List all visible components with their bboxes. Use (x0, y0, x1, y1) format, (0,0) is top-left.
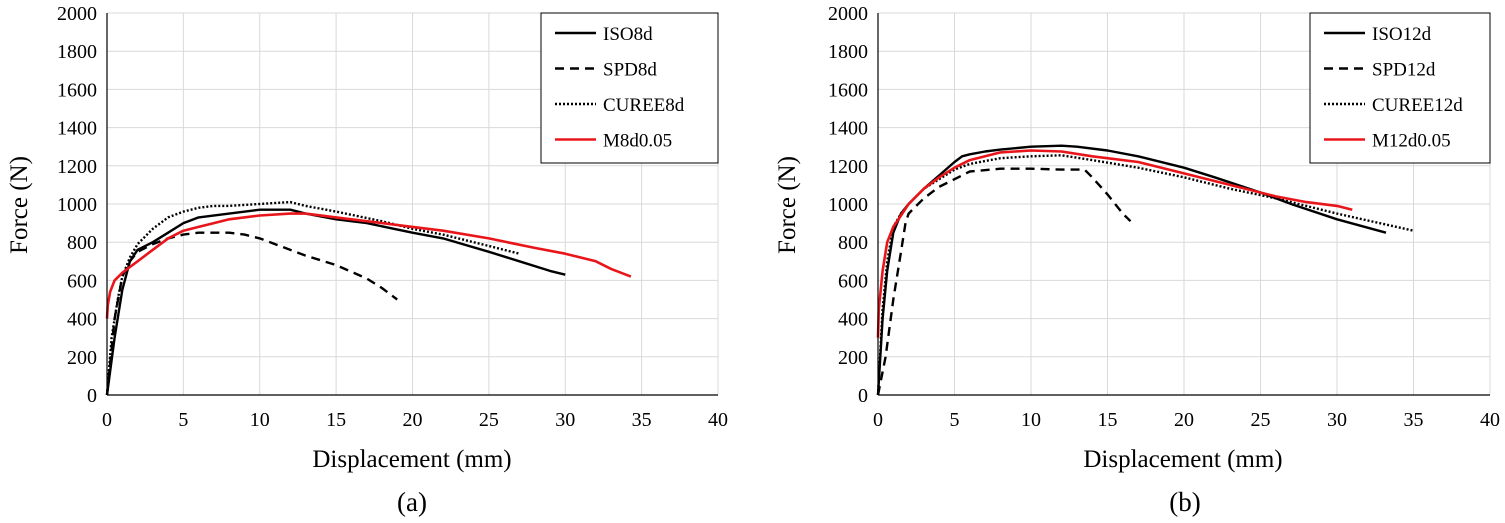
legend-label: SPD12d (1372, 60, 1436, 81)
legend-b: ISO12d SPD12d CUREE12d M12d0.05 (1309, 12, 1491, 164)
y-tick-label: 600 (67, 270, 97, 292)
panel-label-a: (a) (397, 487, 427, 517)
axes-a: 0 5 10 15 20 25 30 35 40020040060080010001200140… (57, 3, 728, 431)
y-tick-label: 1400 (828, 118, 868, 140)
series-line-M8d0.05 (105, 212, 632, 319)
y-tick-label: 1800 (828, 41, 868, 63)
y-axis-label-b: Force (N) (774, 156, 801, 254)
series-lines-a (105, 200, 632, 396)
legend-a: ISO8d SPD8d CUREE8d M8d0.05 (540, 12, 719, 164)
legend-label: ISO12d (1372, 24, 1432, 45)
x-tick-label: 40 (708, 409, 728, 431)
y-tick-label: 1200 (828, 156, 868, 178)
panel-label-b: (b) (1169, 487, 1200, 517)
x-tick-label: 35 (632, 409, 652, 431)
x-tick-label: 35 (1404, 409, 1424, 431)
y-tick-label: 0 (858, 385, 868, 407)
series-line-CUREE12d (876, 154, 1414, 396)
series-lines-b (876, 144, 1414, 396)
x-tick-label: 0 (102, 409, 112, 431)
y-tick-label: 2000 (57, 3, 97, 25)
y-tick-label: 0 (87, 385, 97, 407)
x-tick-label: 0 (873, 409, 883, 431)
x-tick-label: 25 (479, 409, 499, 431)
x-tick-label: 20 (403, 409, 423, 431)
legend-box (1309, 12, 1491, 164)
y-tick-label: 400 (67, 309, 97, 331)
x-tick-label: 15 (1098, 409, 1118, 431)
legend-label: SPD8d (603, 60, 657, 81)
x-tick-label: 40 (1480, 409, 1500, 431)
y-axis-label-a: Force (N) (6, 156, 33, 254)
y-tick-label: 1800 (57, 41, 97, 63)
legend-label: M8d0.05 (603, 131, 672, 152)
x-tick-label: 5 (950, 409, 960, 431)
series-line-SPD12d (876, 167, 1132, 396)
y-tick-label: 1400 (57, 118, 97, 140)
x-tick-label: 5 (178, 409, 188, 431)
x-tick-label: 10 (250, 409, 270, 431)
legend-label: M12d0.05 (1372, 131, 1451, 152)
series-line-SPD8d (105, 231, 398, 396)
legend-label: ISO8d (603, 24, 653, 45)
x-axis-label-a: Displacement (mm) (312, 446, 511, 473)
y-tick-label: 600 (838, 270, 868, 292)
legend-box (540, 12, 719, 164)
x-tick-label: 10 (1021, 409, 1041, 431)
y-tick-label: 400 (838, 309, 868, 331)
y-tick-label: 1000 (828, 194, 868, 216)
y-tick-label: 1000 (57, 194, 97, 216)
x-tick-label: 30 (1327, 409, 1347, 431)
series-line-M12d0.05 (876, 149, 1353, 338)
x-tick-label: 30 (555, 409, 575, 431)
legend-label: CUREE12d (1372, 95, 1463, 116)
chart-panel-a: 0 5 10 15 20 25 30 35 40020040060080010001200140… (6, 3, 728, 517)
y-tick-label: 800 (67, 232, 97, 254)
x-tick-label: 20 (1174, 409, 1194, 431)
chart-panel-b: 0 5 10 15 20 25 30 35 40020040060080010001200140… (774, 3, 1500, 517)
x-axis-label-b: Displacement (mm) (1083, 446, 1282, 473)
x-tick-label: 15 (326, 409, 346, 431)
y-tick-label: 1200 (57, 156, 97, 178)
y-tick-label: 200 (838, 347, 868, 369)
axes-b: 0 5 10 15 20 25 30 35 40020040060080010001200140… (828, 3, 1500, 431)
y-tick-label: 1600 (57, 79, 97, 101)
x-tick-label: 25 (1251, 409, 1271, 431)
y-tick-label: 800 (838, 232, 868, 254)
legend-label: CUREE8d (603, 95, 685, 116)
y-tick-label: 2000 (828, 3, 868, 25)
y-tick-label: 1600 (828, 79, 868, 101)
y-tick-label: 200 (67, 347, 97, 369)
